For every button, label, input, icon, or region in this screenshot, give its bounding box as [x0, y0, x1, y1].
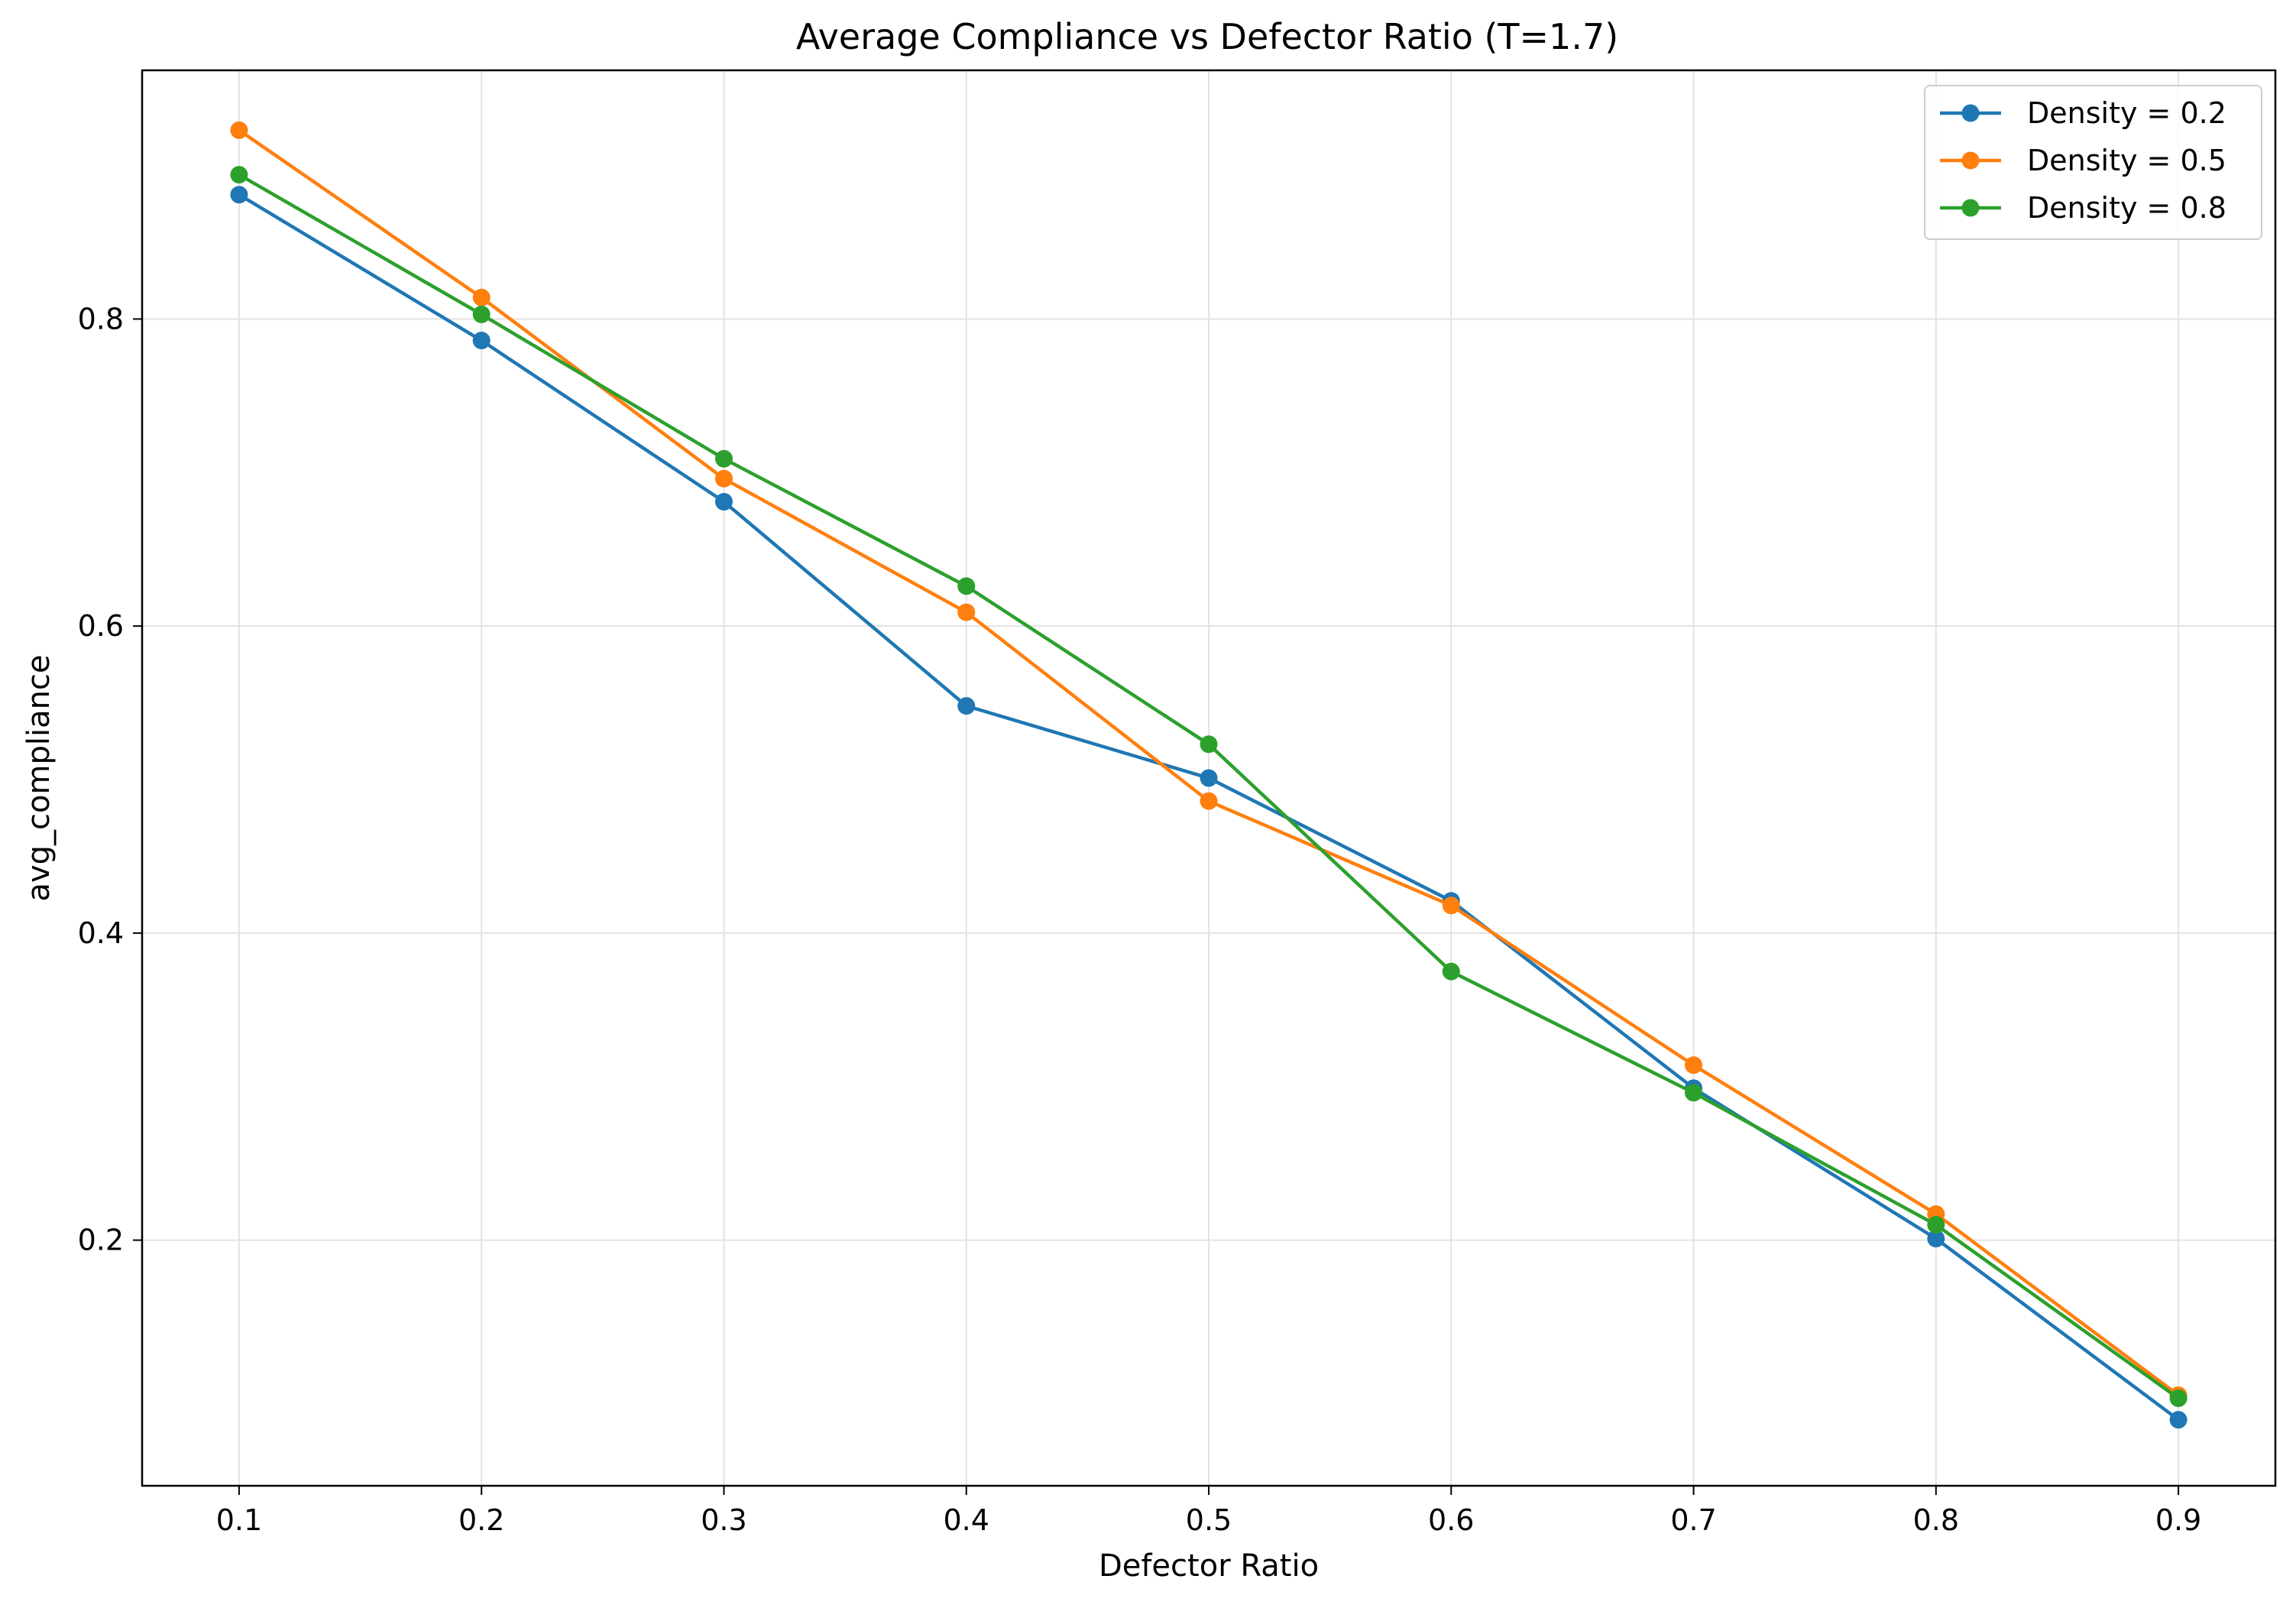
series-1: [230, 186, 2188, 1429]
data-point: [1927, 1216, 1945, 1234]
data-point: [1200, 735, 1218, 754]
data-point: [957, 577, 976, 595]
series-layer: [230, 121, 2188, 1429]
y-tick-label: 0.4: [78, 916, 124, 950]
x-tick-label: 0.3: [701, 1503, 746, 1537]
data-point: [2169, 1411, 2188, 1429]
data-point: [1442, 897, 1460, 915]
data-point: [230, 186, 248, 204]
x-axis-label: Defector Ratio: [1099, 1548, 1319, 1584]
axis-ticks: 0.1 0.2 0.3 0.4 0.5 0.6 0.7 0.8 0.9 0.2 0.4 0.6 0.8: [78, 302, 2202, 1537]
data-point: [1927, 1230, 1945, 1248]
y-tick-label: 0.2: [78, 1224, 124, 1257]
x-tick-label: 0.8: [1913, 1503, 1959, 1537]
y-tick-label: 0.8: [78, 302, 124, 336]
data-point: [714, 469, 733, 488]
y-axis-label: avg_compliance: [21, 654, 57, 901]
x-tick-label: 0.7: [1670, 1503, 1716, 1537]
x-tick-label: 0.6: [1428, 1503, 1474, 1537]
data-point: [1442, 962, 1460, 981]
data-point: [957, 697, 976, 715]
data-point: [1685, 1084, 1703, 1102]
data-point: [714, 449, 733, 468]
data-point: [1200, 769, 1218, 787]
x-tick-label: 0.4: [944, 1503, 989, 1537]
legend-marker: [1961, 199, 1980, 217]
legend: Density = 0.2 Density = 0.5 Density = 0.8: [1924, 85, 2262, 240]
data-point: [230, 121, 248, 139]
data-point: [230, 166, 248, 184]
data-point: [714, 492, 733, 511]
legend-entry-label: Density = 0.2: [2027, 96, 2226, 130]
x-tick-label: 0.5: [1186, 1503, 1232, 1537]
y-tick-label: 0.6: [78, 609, 124, 643]
data-point: [472, 332, 491, 350]
data-point: [957, 603, 976, 621]
x-tick-label: 0.2: [458, 1503, 504, 1537]
legend-marker: [1961, 151, 1980, 170]
data-point: [472, 305, 491, 323]
legend-entry-label: Density = 0.5: [2027, 144, 2226, 177]
series-3: [230, 166, 2188, 1408]
data-point: [1200, 792, 1218, 810]
chart-title: Average Compliance vs Defector Ratio (T=…: [796, 16, 1618, 57]
legend-entry-label: Density = 0.8: [2027, 191, 2226, 225]
data-point: [1685, 1056, 1703, 1075]
data-point: [472, 288, 491, 306]
legend-box: [1924, 85, 2262, 240]
x-tick-label: 0.1: [216, 1503, 262, 1537]
data-point: [2169, 1389, 2188, 1408]
legend-marker: [1961, 104, 1980, 122]
x-tick-label: 0.9: [2155, 1503, 2201, 1537]
